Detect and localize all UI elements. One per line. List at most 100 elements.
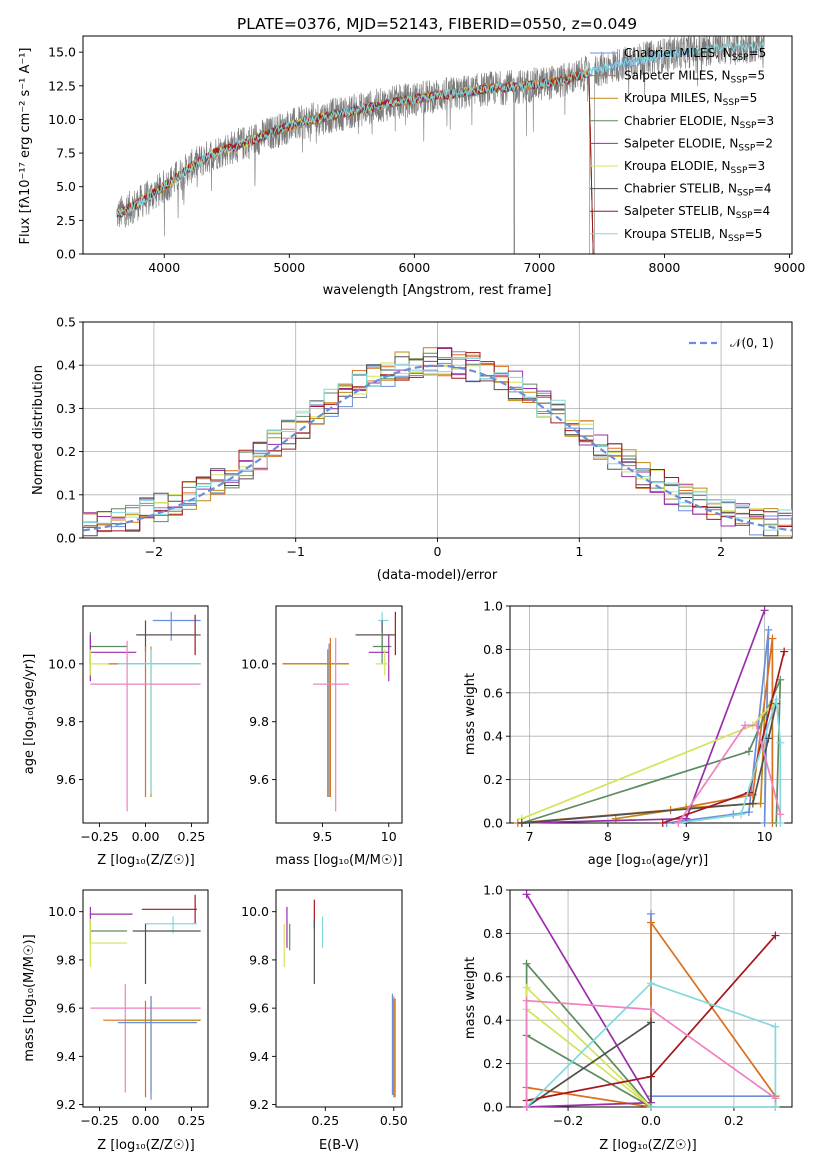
- mass-z-axes: −0.25 0.00 0.25 9.2 9.4 9.6 9.8 10.0: [48, 889, 209, 1128]
- age-z-errorbar-9: [90, 640, 201, 812]
- residual-histogram-panel: (data-model)/error Normed distribution: [31, 365, 498, 583]
- histogram-xtick-label-3: 1: [575, 544, 583, 559]
- spectrum-y-axis-label: Flux [fλ10⁻¹⁷ erg cm⁻² s⁻¹ A⁻¹]: [18, 48, 33, 245]
- mw-z-ytick-label-2: 0.4: [483, 1013, 503, 1028]
- age-z-xtick-label-0: −0.25: [80, 829, 118, 844]
- mw-z-marker-0-1: [647, 909, 655, 918]
- histogram-ytick-label-1: 0.1: [56, 487, 76, 502]
- mw-age-marker-9-3: [776, 810, 785, 819]
- legend-label-7: Salpeter STELIB, NSSP=4: [624, 204, 770, 221]
- mass-z-errorbar-8: [127, 996, 201, 1093]
- histogram-ytick-label-4: 0.4: [56, 358, 76, 373]
- mw-age-ytick-label-4: 0.8: [483, 642, 503, 657]
- histogram-y-axis-label: Normed distribution: [31, 365, 46, 495]
- mw-age-marker-1-3: [768, 634, 777, 643]
- spectrum-model-3: [116, 83, 515, 219]
- mw-z-series-3: [525, 893, 653, 1108]
- mw-z-xtick-label-1: 0.0: [641, 1113, 661, 1128]
- age-mass-ytick-label-1: 9.8: [249, 714, 269, 729]
- spectrum-panel: PLATE=0376, MJD=52143, FIBERID=0550, z=0…: [18, 15, 637, 298]
- mw-age-marker-3-1: [744, 747, 753, 756]
- age-mass-errorbar-9: [313, 637, 349, 812]
- age-vs-mass-panel: mass [log₁₀(M/M☉)]: [275, 853, 402, 868]
- mw-age-marker-8-4: [776, 819, 785, 827]
- histogram-legend: 𝒩(0, 1): [689, 336, 774, 350]
- histogram-xtick-label-1: −1: [286, 544, 304, 559]
- age-mass-xtick-label-0: 9.5: [312, 829, 332, 844]
- age-mass-plot-area: [282, 611, 396, 812]
- age-vs-metallicity-panel: Z [log₁₀(Z/Z☉)] age [log₁₀(age/yr)]: [22, 654, 195, 868]
- mw-age-marker-0-4: [760, 819, 769, 827]
- mw-age-frame: [509, 605, 793, 824]
- legend-label-6: Chabrier STELIB, NSSP=4: [624, 182, 772, 199]
- mass-z-xtick-label-2: 0.25: [178, 1113, 206, 1128]
- mw-z-x-axis-label: Z [log₁₀(Z/Z☉)]: [599, 1138, 696, 1153]
- mass-z-ytick-label-1: 9.4: [56, 1049, 76, 1064]
- mw-z-xtick-label-0: −0.2: [553, 1113, 583, 1128]
- age-z-ytick-label-2: 10.0: [48, 656, 76, 671]
- spectrum-model-6: [116, 70, 594, 254]
- mw-age-marker-0-2: [744, 808, 753, 817]
- mass-z-x-axis-label: Z [log₁₀(Z/Z☉)]: [97, 1138, 194, 1153]
- mw-z-xtick-label-2: 0.2: [724, 1113, 744, 1128]
- mw-z-marker-1-2: [647, 918, 655, 927]
- age-z-ytick-label-0: 9.6: [56, 772, 76, 787]
- spectrum-legend: Chabrier MILES, NSSP=5 Salpeter MILES, NS…: [590, 46, 774, 244]
- mass-ebv-plot-area: [283, 899, 396, 1098]
- mw-z-marker-7-3: [771, 1103, 780, 1111]
- age-mass-x-axis-label: mass [log₁₀(M/M☉)]: [275, 853, 402, 868]
- spectrum-plot-area: [116, 36, 765, 254]
- mw-z-ytick-label-4: 0.8: [483, 926, 503, 941]
- spectrum-model-5: [116, 81, 515, 219]
- age-mass-ytick-label-0: 9.6: [249, 772, 269, 787]
- mw-age-x-axis-label: age [log₁₀(age/yr)]: [588, 853, 709, 868]
- mw-age-series-6: [521, 703, 778, 824]
- spectrum-xtick-label-3: 7000: [524, 260, 556, 275]
- age-z-xtick-label-2: 0.25: [178, 829, 206, 844]
- mass-z-errorbar-4: [132, 923, 201, 985]
- spectrum-ytick-label-2: 5.0: [56, 179, 76, 194]
- age-z-axes: −0.25 0.00 0.25 9.6 9.8 10.0: [48, 605, 209, 844]
- age-mass-ytick-label-2: 10.0: [241, 656, 269, 671]
- mw-age-marker-8-1: [737, 810, 746, 819]
- spectrum-model-4: [116, 82, 515, 218]
- mass-z-errorbar-9: [117, 996, 197, 1100]
- mw-age-marker-6-2: [764, 734, 773, 743]
- mw-z-ytick-label-3: 0.6: [483, 969, 503, 984]
- mw-z-plot-area: [522, 890, 780, 1111]
- spectrum-ytick-label-0: 0.0: [56, 247, 76, 262]
- spectrum-xtick-label-4: 8000: [649, 260, 681, 275]
- spectrum-ytick-label-6: 15.0: [48, 45, 76, 60]
- mw-age-axes: 7 8 9 10 0.0 0.2 0.4 0.6 0.8 1.0: [483, 599, 793, 844]
- mass-ebv-xtick-label-0: 0.25: [311, 1113, 339, 1128]
- mass-z-ytick-label-4: 10.0: [48, 904, 76, 919]
- mass-z-errorbar-3: [89, 918, 128, 944]
- age-z-errorbar-0: [152, 611, 201, 641]
- spectrum-xtick-label-2: 6000: [398, 260, 430, 275]
- mw-age-marker-7-2: [780, 647, 789, 656]
- legend-label-3: Chabrier ELODIE, NSSP=3: [624, 114, 774, 131]
- spectrum-ytick-label-4: 10.0: [48, 112, 76, 127]
- age-mass-xtick-label-1: 10: [381, 829, 397, 844]
- mw-age-ytick-label-2: 0.4: [483, 729, 503, 744]
- spectrum-ytick-label-3: 7.5: [56, 146, 76, 161]
- mw-age-xtick-label-3: 10: [757, 829, 773, 844]
- mw-age-ytick-label-5: 1.0: [483, 599, 503, 614]
- mw-age-ytick-label-1: 0.2: [483, 772, 503, 787]
- mass-ebv-ytick-label-4: 10.0: [241, 904, 269, 919]
- legend-label-8: Kroupa STELIB, NSSP=5: [624, 227, 762, 244]
- mw-z-marker-2-1: [522, 959, 531, 968]
- mass-ebv-frame: [275, 889, 403, 1108]
- mass-ebv-x-axis-label: E(B-V): [319, 1138, 359, 1153]
- mass-z-ytick-label-0: 9.2: [56, 1097, 76, 1112]
- mw-age-series-1: [517, 638, 774, 824]
- age-mass-errorbar-8: [282, 649, 349, 797]
- age-mass-frame: [275, 605, 403, 824]
- mw-age-marker-7-0: [658, 819, 667, 827]
- spectrum-frame: [82, 35, 793, 255]
- spectrum-xtick-label-5: 9000: [774, 260, 806, 275]
- mass-ebv-axes: 0.25 0.50 9.2 9.4 9.6 9.8 10.0: [241, 889, 408, 1128]
- histogram-legend-label: 𝒩(0, 1): [730, 336, 774, 350]
- mass-z-errorbar-7: [103, 1000, 201, 1098]
- age-mass-errorbar-0: [378, 611, 389, 644]
